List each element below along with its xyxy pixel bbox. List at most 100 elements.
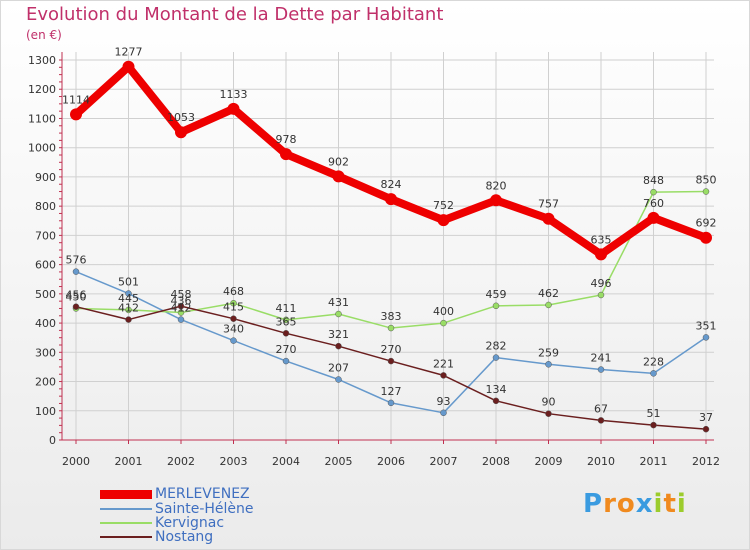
data-point bbox=[280, 148, 292, 161]
x-tick-label: 2000 bbox=[62, 455, 90, 468]
data-label: 458 bbox=[171, 288, 192, 301]
data-point bbox=[177, 302, 185, 310]
logo-letter: x bbox=[635, 489, 654, 519]
data-point bbox=[492, 302, 500, 310]
data-point bbox=[595, 248, 607, 261]
data-label: 270 bbox=[276, 343, 297, 356]
chart-title: Evolution du Montant de la Dette par Hab… bbox=[26, 4, 444, 25]
data-point bbox=[440, 319, 447, 327]
data-point bbox=[545, 301, 552, 309]
data-point bbox=[385, 193, 397, 206]
data-label: 1133 bbox=[220, 88, 248, 101]
data-label: 93 bbox=[437, 395, 451, 408]
data-point bbox=[437, 214, 450, 227]
y-tick-label: 200 bbox=[35, 376, 56, 389]
legend-label: Kervignac bbox=[155, 515, 225, 531]
data-label: 207 bbox=[328, 361, 349, 374]
data-point bbox=[175, 126, 187, 139]
data-point bbox=[545, 410, 552, 417]
data-point bbox=[650, 421, 657, 429]
logo-letter: t bbox=[663, 489, 677, 519]
data-label: 431 bbox=[328, 296, 349, 309]
x-tick-label: 2003 bbox=[220, 455, 248, 468]
data-label: 1277 bbox=[115, 46, 143, 59]
data-point bbox=[700, 231, 712, 244]
data-label: 411 bbox=[276, 302, 297, 315]
legend-swatch bbox=[100, 508, 152, 510]
data-point bbox=[72, 303, 80, 310]
data-point bbox=[650, 188, 657, 196]
data-label: 400 bbox=[433, 305, 454, 318]
data-label: 1114 bbox=[62, 93, 90, 106]
data-label: 51 bbox=[647, 407, 661, 420]
y-tick-label: 300 bbox=[35, 346, 56, 359]
x-tick-label: 2012 bbox=[692, 455, 720, 468]
data-label: 692 bbox=[696, 217, 717, 230]
x-tick-label: 2001 bbox=[115, 455, 143, 468]
data-label: 415 bbox=[223, 301, 244, 314]
data-label: 468 bbox=[223, 285, 244, 298]
data-label: 501 bbox=[118, 276, 139, 289]
data-label: 978 bbox=[276, 133, 297, 146]
data-label: 365 bbox=[276, 315, 297, 328]
data-point bbox=[177, 309, 185, 316]
legend-swatch bbox=[100, 536, 152, 538]
x-tick-label: 2011 bbox=[640, 455, 668, 468]
data-label: 459 bbox=[486, 288, 507, 301]
data-label: 340 bbox=[223, 323, 244, 336]
data-point bbox=[492, 354, 500, 361]
y-tick-label: 1200 bbox=[28, 83, 56, 96]
data-point bbox=[125, 306, 132, 314]
data-label: 456 bbox=[66, 289, 87, 302]
data-point bbox=[282, 330, 290, 337]
data-label: 259 bbox=[538, 346, 559, 359]
data-point bbox=[387, 357, 395, 365]
logo-letter: P bbox=[583, 489, 604, 519]
chart-unit: (en €) bbox=[26, 28, 62, 42]
data-label: 412 bbox=[118, 302, 139, 315]
logo-letter: r bbox=[603, 489, 617, 519]
data-point bbox=[647, 211, 660, 224]
y-tick-label: 600 bbox=[35, 259, 56, 272]
data-label: 1053 bbox=[167, 111, 195, 124]
x-tick-label: 2010 bbox=[587, 455, 615, 468]
data-point bbox=[70, 108, 82, 121]
data-point bbox=[332, 170, 345, 183]
data-label: 270 bbox=[381, 343, 402, 356]
data-point bbox=[440, 372, 447, 379]
data-point bbox=[597, 417, 605, 424]
data-point bbox=[702, 334, 710, 341]
y-tick-label: 800 bbox=[35, 200, 56, 213]
data-label: 752 bbox=[433, 199, 454, 212]
x-tick-label: 2006 bbox=[377, 455, 405, 468]
data-label: 850 bbox=[696, 174, 717, 187]
data-point bbox=[335, 376, 342, 383]
data-label: 221 bbox=[433, 357, 454, 370]
data-label: 90 bbox=[542, 396, 556, 409]
x-tick-label: 2002 bbox=[167, 455, 195, 468]
y-tick-label: 100 bbox=[35, 405, 56, 418]
data-label: 228 bbox=[643, 355, 664, 368]
data-label: 635 bbox=[591, 233, 612, 246]
data-label: 902 bbox=[328, 155, 349, 168]
data-point bbox=[335, 310, 342, 318]
data-point bbox=[72, 268, 80, 275]
proxiti-logo: Proxiti bbox=[583, 489, 687, 519]
legend-swatch bbox=[100, 522, 152, 524]
data-point bbox=[335, 342, 342, 350]
x-tick-label: 2009 bbox=[535, 455, 563, 468]
x-tick-label: 2008 bbox=[482, 455, 510, 468]
data-label: 820 bbox=[486, 179, 507, 192]
data-point bbox=[230, 299, 237, 307]
data-point bbox=[702, 425, 710, 433]
y-tick-label: 1100 bbox=[28, 112, 56, 125]
data-point bbox=[122, 60, 135, 73]
legend-label: Sainte-Hélène bbox=[155, 501, 254, 517]
data-label: 351 bbox=[696, 319, 717, 332]
data-label: 757 bbox=[538, 198, 559, 211]
data-label: 282 bbox=[486, 340, 507, 353]
y-tick-label: 1000 bbox=[28, 142, 56, 155]
data-label: 436 bbox=[171, 295, 192, 308]
